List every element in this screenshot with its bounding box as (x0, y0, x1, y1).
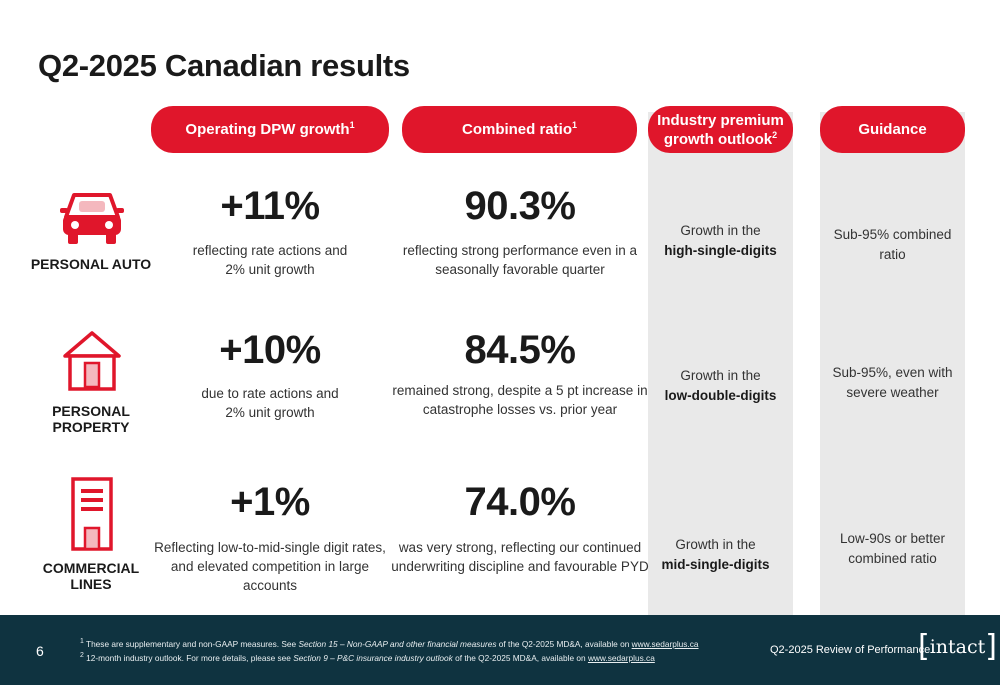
header-guidance: Guidance (820, 106, 965, 153)
dpw-value: +1% (230, 480, 310, 524)
combined-ratio-value: 74.0% (464, 480, 576, 524)
page-title: Q2-2025 Canadian results (38, 48, 410, 83)
footnote-2: 2 12-month industry outlook. For more de… (80, 651, 655, 663)
industry-outlook-text: Growth in the mid-single-digits (661, 537, 770, 572)
dpw-value: +11% (220, 184, 320, 228)
industry-column-bg (648, 112, 793, 615)
industry-outlook-text: Growth in the high-single-digits (664, 223, 777, 258)
sedarplus-link[interactable]: www.sedarplus.ca (631, 638, 699, 649)
footnote-1: 1 These are supplementary and non-GAAP m… (80, 638, 699, 649)
combined-ratio-value: 84.5% (464, 328, 576, 372)
footer-bar: 6 1 These are supplementary and non-GAAP… (0, 615, 1000, 685)
dpw-value: +10% (219, 328, 321, 372)
page-number: 6 (36, 643, 44, 659)
house-icon (62, 330, 122, 397)
category-label-personal-auto: PERSONAL AUTO (30, 256, 152, 272)
car-icon (60, 189, 124, 252)
footnotes: 1 These are supplementary and non-GAAP m… (80, 636, 699, 664)
header-industry-outlook: Industry premium growth outlook2 (648, 106, 793, 153)
guidance-text: Sub-95%, even with severe weather (832, 365, 953, 400)
combined-ratio-description: was very strong, reflecting our continue… (391, 540, 649, 574)
sedarplus-link[interactable]: www.sedarplus.ca (587, 652, 655, 663)
dpw-description: reflecting rate actions and 2% unit growt… (192, 243, 348, 277)
combined-ratio-description: remained strong, despite a 5 pt increase… (392, 383, 648, 417)
building-icon (70, 476, 114, 557)
combined-ratio-value: 90.3% (464, 184, 576, 228)
intact-logo: [intact] (918, 629, 997, 664)
header-combined-ratio: Combined ratio1 (402, 106, 637, 153)
industry-outlook-text: Growth in the low-double-digits (664, 368, 777, 403)
dpw-description: Reflecting low-to-mid-single digit rates… (154, 540, 386, 593)
guidance-text: Low-90s or better combined ratio (839, 531, 946, 566)
guidance-column-bg (820, 112, 965, 615)
header-operating-dpw-growth: Operating DPW growth1 (151, 106, 389, 153)
guidance-text: Sub-95% combined ratio (833, 227, 952, 262)
category-label-commercial-lines: COMMERCIAL LINES (42, 560, 140, 592)
dpw-description: due to rate actions and 2% unit growth (201, 386, 339, 420)
category-label-personal-property: PERSONAL PROPERTY (52, 403, 130, 435)
review-label: Q2-2025 Review of Performance (770, 644, 931, 656)
